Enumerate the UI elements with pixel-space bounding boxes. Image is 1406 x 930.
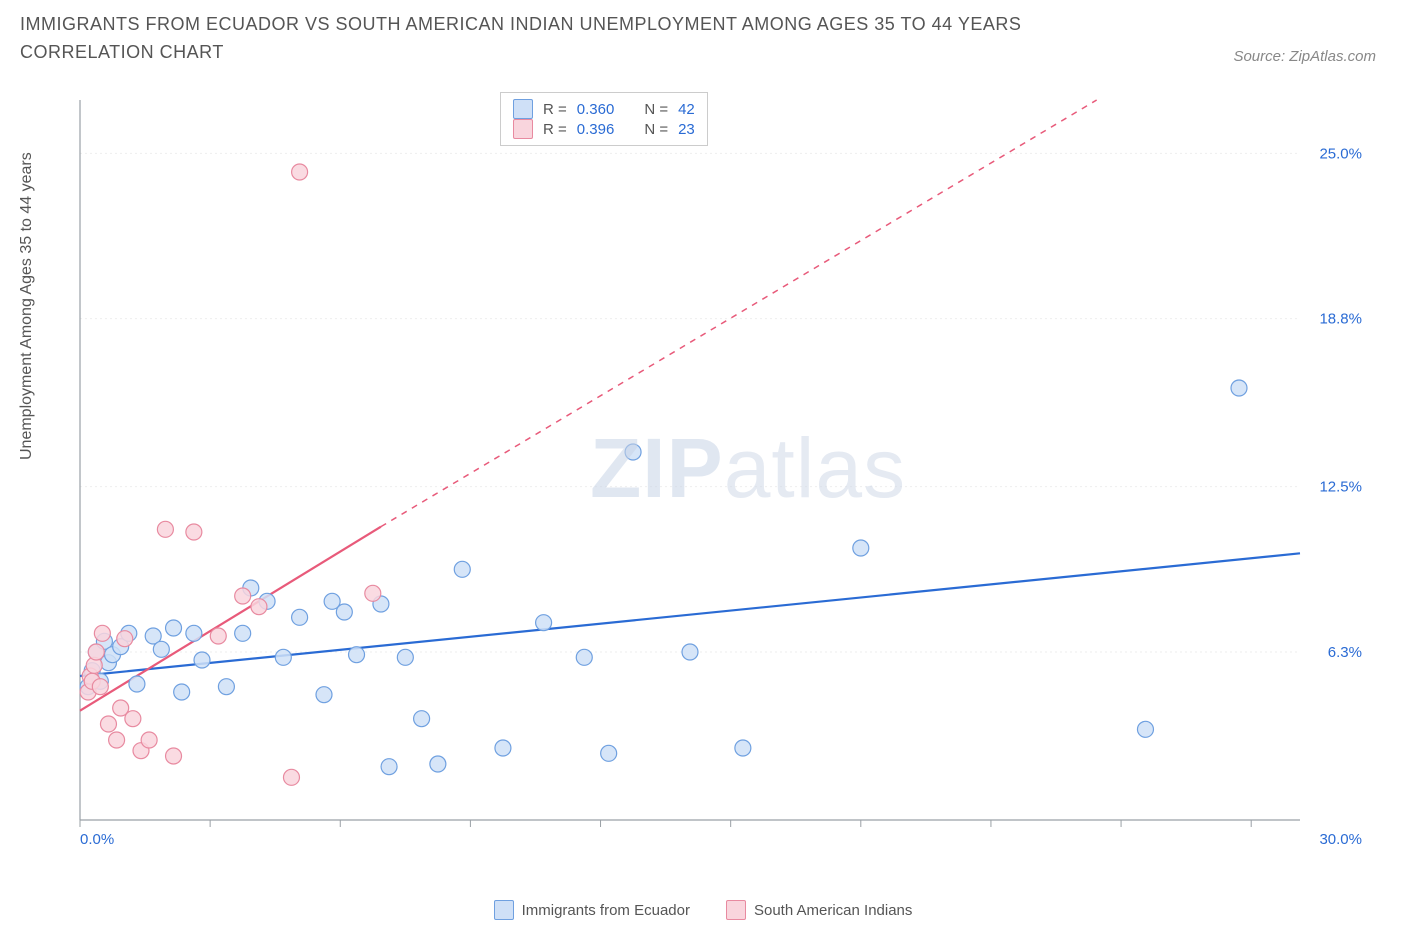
svg-text:0.0%: 0.0% — [80, 831, 114, 848]
legend-swatch — [494, 900, 514, 920]
series-label: South American Indians — [754, 902, 912, 919]
series-legend-item: Immigrants from Ecuador — [494, 900, 690, 920]
svg-text:30.0%: 30.0% — [1319, 831, 1362, 848]
chart-svg: 6.3% 12.5% 18.8% 25.0% 0.0% 30.0% — [70, 90, 1370, 860]
chart-title: IMMIGRANTS FROM ECUADOR VS SOUTH AMERICA… — [20, 10, 1120, 66]
legend-swatch — [513, 99, 533, 119]
svg-text:25.0%: 25.0% — [1319, 145, 1362, 162]
series-legend: Immigrants from Ecuador South American In… — [0, 900, 1406, 924]
legend-row: R = 0.396 N = 23 — [513, 119, 695, 139]
svg-text:12.5%: 12.5% — [1319, 479, 1362, 496]
svg-text:6.3%: 6.3% — [1328, 644, 1362, 661]
y-axis-label: Unemployment Among Ages 35 to 44 years — [18, 152, 36, 460]
series-label: Immigrants from Ecuador — [522, 902, 690, 919]
r-label: R = — [543, 121, 567, 138]
n-label: N = — [644, 121, 668, 138]
svg-text:18.8%: 18.8% — [1319, 311, 1362, 328]
r-value: 0.396 — [577, 121, 615, 138]
r-value: 0.360 — [577, 101, 615, 118]
series-legend-item: South American Indians — [726, 900, 912, 920]
scatter-plot: 6.3% 12.5% 18.8% 25.0% 0.0% 30.0% — [70, 90, 1370, 860]
legend-row: R = 0.360 N = 42 — [513, 99, 695, 119]
correlation-legend: R = 0.360 N = 42 R = 0.396 N = 23 — [500, 92, 708, 146]
n-value: 23 — [678, 121, 695, 138]
legend-swatch — [726, 900, 746, 920]
r-label: R = — [543, 101, 567, 118]
legend-swatch — [513, 119, 533, 139]
source-label: Source: ZipAtlas.com — [1233, 48, 1376, 65]
n-value: 42 — [678, 101, 695, 118]
n-label: N = — [644, 101, 668, 118]
